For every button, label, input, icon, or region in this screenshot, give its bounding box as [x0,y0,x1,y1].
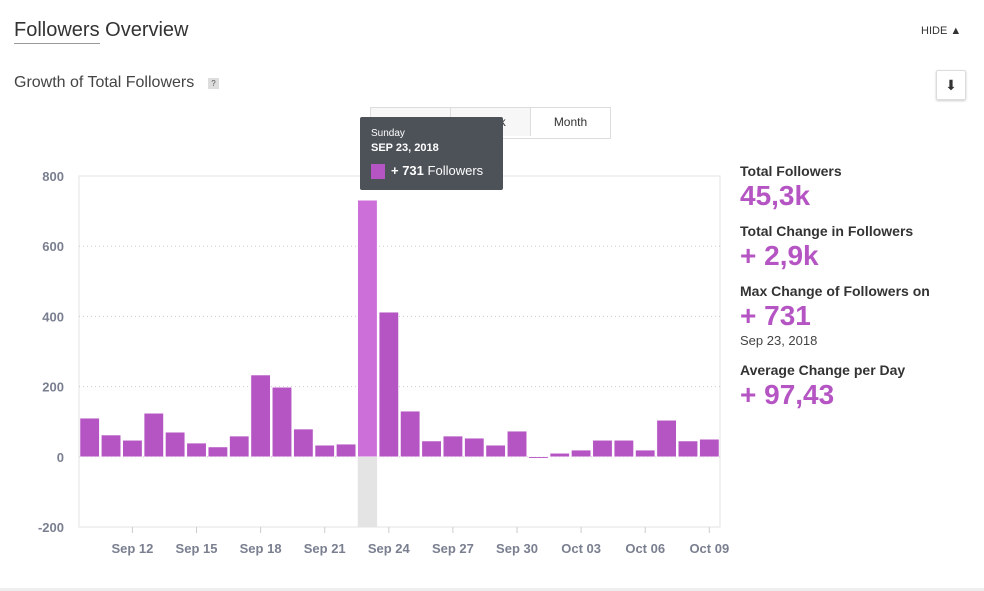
x-tick-label: Oct 03 [561,541,601,556]
y-tick-label: 800 [42,169,64,184]
download-button[interactable]: ⬇ [936,70,966,100]
bottom-divider [0,588,984,591]
bar [229,435,250,458]
bar [464,437,485,458]
bar [79,417,100,458]
avg-change-label: Average Change per Day [740,362,906,378]
bar [421,440,442,458]
bar [400,410,421,458]
max-change-value: + 731 [740,300,811,331]
bar [186,442,207,458]
x-tick-label: Sep 15 [176,541,218,556]
title-rest: Overview [99,19,189,41]
bar [101,434,121,458]
bar [678,440,698,458]
bar [207,446,228,458]
tooltip-date: SEP 23, 2018 [371,142,439,154]
bar [635,449,656,458]
bar [656,420,677,458]
highlight-band [357,456,378,527]
bar [549,453,570,458]
title-underlined: Followers [14,19,100,44]
tab-month[interactable]: Month [531,108,610,136]
chart-tooltip: Sunday SEP 23, 2018 + 731 Followers [360,117,503,190]
help-icon[interactable]: ? [208,78,219,89]
total-change-value: + 2,9k [740,240,819,271]
bar [357,199,378,458]
bar [336,443,357,458]
y-tick-label: -200 [38,520,64,535]
y-tick-label: 200 [42,380,64,395]
tooltip-weekday: Sunday [371,128,405,139]
x-tick-label: Sep 24 [368,541,411,556]
stats-panel: Total Followers 45,3k Total Change in Fo… [740,163,980,422]
bar [528,456,549,459]
bar-chart: 800 600 400 200 0 -200 Sep 12 Sep 15 Sep 18 Sep 2… [38,169,729,556]
total-followers-label: Total Followers [740,163,842,179]
bar [485,444,506,458]
tooltip-swatch [371,164,385,179]
max-change-date: Sep 23, 2018 [740,333,818,348]
x-tick-label: Sep 30 [496,541,538,556]
bar [143,413,164,458]
bar [592,440,613,458]
x-tick-label: Oct 09 [689,541,729,556]
x-tick-label: Sep 18 [240,541,282,556]
tooltip-value: + 731 Followers [391,163,484,178]
bar [122,440,143,458]
download-icon: ⬇ [945,77,957,93]
total-change-label: Total Change in Followers [740,223,914,239]
bar [507,430,527,458]
total-followers-value: 45,3k [740,180,811,211]
max-change-label: Max Change of Followers on [740,283,930,299]
plot-frame [78,175,721,528]
y-tick-label: 0 [57,450,64,465]
hide-button[interactable]: HIDE ▲ [921,25,962,37]
x-tick-label: Sep 21 [304,541,346,556]
bar [293,428,314,458]
y-tick-label: 400 [42,309,64,324]
bar [165,431,186,458]
bar [378,311,399,458]
bar [613,440,634,458]
bar [272,387,292,458]
bar [250,374,271,458]
x-tick-label: Oct 06 [625,541,665,556]
bar [571,449,592,458]
avg-change-value: + 97,43 [740,379,835,410]
page-title: Followers Overview [14,19,189,44]
x-tick-label: Sep 12 [111,541,153,556]
y-tick-label: 600 [42,239,64,254]
bar [442,435,463,458]
x-tick-label: Sep 27 [432,541,474,556]
section-title: Growth of Total Followers [14,74,195,91]
bar [699,439,720,458]
bar [314,444,335,458]
